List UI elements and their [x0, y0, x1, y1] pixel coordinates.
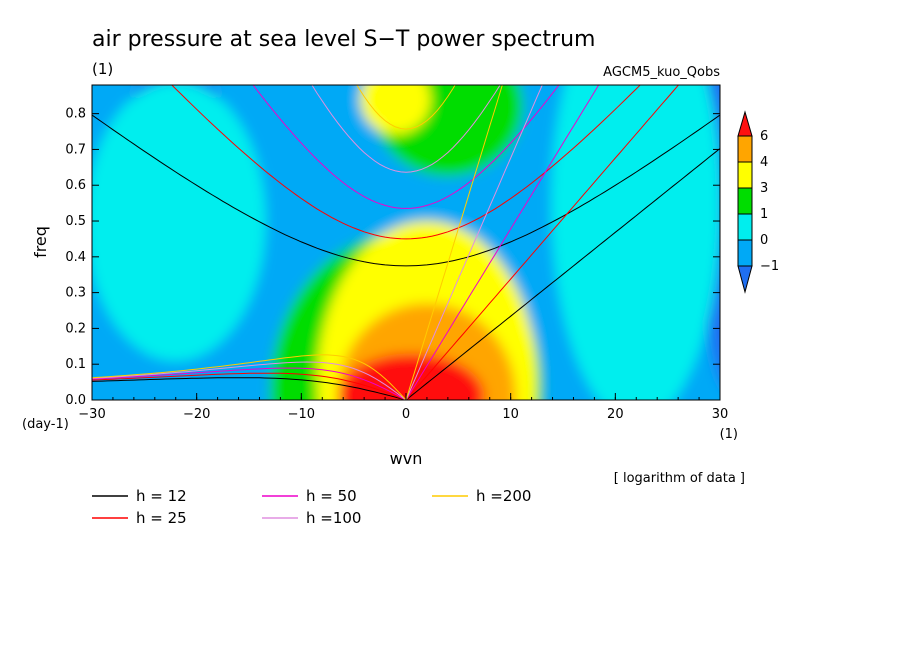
- colorbar-over-arrow: [737, 110, 753, 137]
- x-tick-label: −20: [183, 407, 210, 422]
- dispersion-curve-kelvin: [405, 85, 680, 400]
- dispersion-curve-ig: [171, 85, 641, 240]
- y-tick-label: 0.5: [65, 214, 86, 229]
- fill-level-3-upper: [360, 85, 431, 135]
- colorbar-label: 3: [760, 181, 768, 196]
- y-units-label: (day-1): [22, 417, 69, 432]
- colorbar-label: 6: [760, 129, 768, 144]
- dispersion-curve-rossby: [92, 361, 407, 400]
- colorbar-label: 0: [760, 233, 768, 248]
- dispersion-curve-rossby: [92, 377, 407, 400]
- colorbar-label: −1: [760, 259, 779, 274]
- chart-title: air pressure at sea level S−T power spec…: [92, 27, 595, 52]
- y-tick-label: 0.8: [65, 107, 86, 122]
- axes: −30 −20 −10 0 10 20 30 0.0 0.1 0.2 0.3 0.4 0.5 0.6 0.7…: [65, 107, 728, 422]
- log-note: [ logarithm of data ]: [614, 471, 745, 486]
- y-tick-label: 0.6: [65, 178, 86, 193]
- source-label: AGCM5_kuo_Qobs: [603, 65, 720, 80]
- y-axis-label: freq: [31, 226, 50, 258]
- y-tick-label: 0.2: [65, 321, 86, 336]
- colorbar-swatch: [737, 239, 753, 267]
- x-tick-label: 0: [402, 407, 410, 422]
- fill-mid-east: [551, 85, 720, 400]
- y-tick-label: 0.1: [65, 357, 86, 372]
- legend: h = 12 h = 25 h = 50 h =100 h =200: [92, 487, 531, 527]
- dispersion-curve-rossby: [92, 372, 407, 400]
- colorbar: −1 0 1 3 4 6: [737, 110, 779, 294]
- fill-level-6: [337, 353, 485, 400]
- legend-label: h = 50: [306, 487, 357, 505]
- colorbar-swatch: [737, 135, 753, 163]
- fill-mid-west: [92, 85, 266, 361]
- colorbar-swatch: [737, 187, 753, 215]
- dispersion-curve-kelvin: [405, 85, 503, 400]
- legend-label: h = 25: [136, 509, 187, 527]
- dispersion-curve-kelvin: [405, 148, 720, 400]
- colorbar-label: 1: [760, 207, 768, 222]
- x-units-label: (1): [720, 427, 738, 442]
- y-tick-label: 0.7: [65, 142, 86, 157]
- y-tick-label: 0.3: [65, 286, 86, 301]
- legend-label: h =200: [476, 487, 531, 505]
- dispersion-curve-kelvin: [405, 85, 543, 400]
- spectrum-field: [92, 85, 720, 400]
- y-tick-label: 0.0: [65, 393, 86, 408]
- x-tick-label: 30: [712, 407, 729, 422]
- dispersion-curve-rossby: [92, 367, 407, 400]
- chart-subtitle: (1): [92, 60, 113, 78]
- dispersion-curve-kelvin: [405, 85, 600, 400]
- x-axis-label: wvn: [390, 449, 423, 468]
- y-tick-label: 0.4: [65, 250, 86, 265]
- dispersion-curve-rossby: [92, 354, 407, 400]
- colorbar-under-arrow: [737, 265, 753, 294]
- colorbar-swatch: [737, 161, 753, 189]
- x-tick-label: 20: [607, 407, 624, 422]
- dispersion-curve-ig: [356, 85, 456, 130]
- x-tick-label: −30: [78, 407, 105, 422]
- colorbar-swatch: [737, 213, 753, 241]
- dispersion-curve-ig: [311, 85, 501, 173]
- x-tick-label: −10: [288, 407, 315, 422]
- legend-label: h =100: [306, 509, 361, 527]
- dispersion-curve-ig: [252, 85, 560, 209]
- colorbar-label: 4: [760, 155, 768, 170]
- x-tick-label: 10: [502, 407, 519, 422]
- legend-label: h = 12: [136, 487, 187, 505]
- dispersion-curve-ig: [92, 114, 720, 267]
